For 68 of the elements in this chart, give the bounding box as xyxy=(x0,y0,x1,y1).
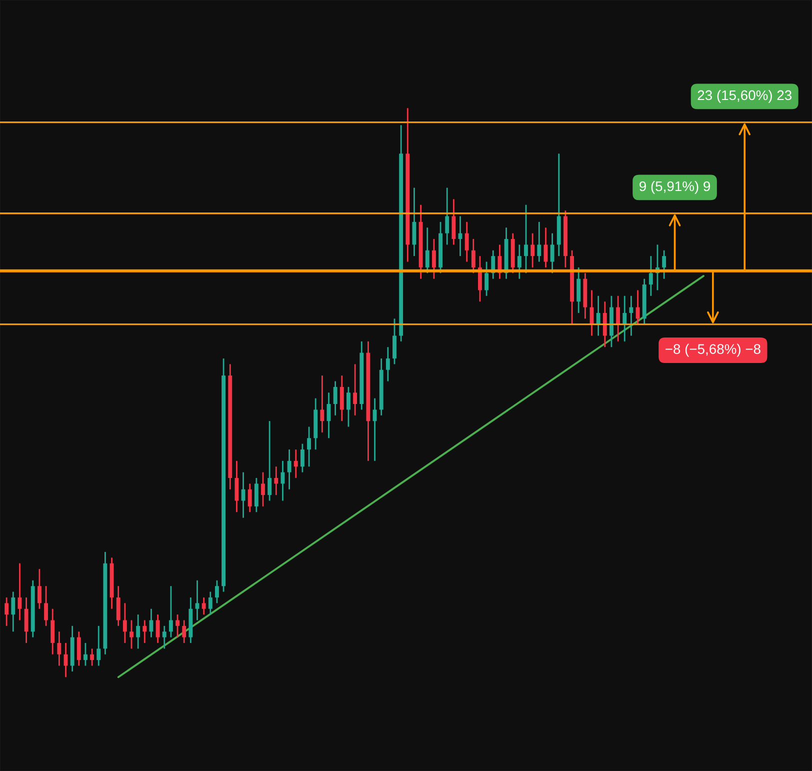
candlestick xyxy=(50,608,55,656)
candlestick xyxy=(484,261,489,297)
candlestick xyxy=(576,266,581,314)
candlestick xyxy=(142,620,147,644)
candlestick xyxy=(122,602,127,644)
candlestick xyxy=(596,295,600,336)
candlestick xyxy=(130,620,134,650)
candlestick xyxy=(202,596,206,616)
candlestick xyxy=(287,448,292,490)
candlestick xyxy=(84,642,88,666)
candlestick xyxy=(333,380,338,416)
candlestick xyxy=(208,591,212,616)
candlestick xyxy=(471,238,476,274)
candlestick xyxy=(116,585,120,627)
candlestick xyxy=(300,443,304,473)
candlestick xyxy=(648,255,653,297)
candlestick xyxy=(176,614,180,638)
candlestick xyxy=(294,448,298,479)
candlestick xyxy=(386,346,390,382)
candlestick xyxy=(182,620,186,644)
candlestick xyxy=(234,460,239,513)
annotation: 9 (5,91%) 9 xyxy=(640,180,710,194)
candlestick xyxy=(90,648,94,666)
candlestick xyxy=(96,625,101,666)
annotation: −8 (−5,68%) −8 xyxy=(666,344,760,357)
candlestick xyxy=(452,198,456,246)
candlestick xyxy=(280,460,285,502)
candlestick xyxy=(44,585,48,627)
annotation: 23 (15,60%) 23 xyxy=(698,90,792,103)
candlestick xyxy=(602,300,607,348)
candlestick xyxy=(622,295,627,342)
candlestick xyxy=(37,568,42,610)
candlestick xyxy=(425,226,430,274)
candlestick xyxy=(353,363,358,416)
candlestick xyxy=(412,187,416,257)
candlestick xyxy=(392,318,396,365)
candlestick xyxy=(168,585,173,638)
candlestick xyxy=(268,420,272,502)
candlestick xyxy=(524,204,528,274)
candlestick xyxy=(340,374,344,422)
candlestick xyxy=(254,477,258,513)
candlestick xyxy=(346,386,350,428)
candlestick xyxy=(544,226,548,268)
candlestick xyxy=(320,374,324,434)
candlestick xyxy=(156,614,160,644)
candlestick xyxy=(215,580,219,604)
candlestick xyxy=(616,295,620,342)
candlestick xyxy=(537,221,542,262)
candlestick xyxy=(24,596,28,644)
candlestick xyxy=(550,232,554,274)
candlestick xyxy=(445,187,450,246)
candlestick xyxy=(530,232,535,268)
candlestick xyxy=(162,625,166,650)
candlestick xyxy=(11,591,16,632)
candlestick xyxy=(195,580,200,621)
candlestick xyxy=(261,472,265,508)
candlestick xyxy=(57,630,62,666)
candlestick xyxy=(629,295,634,336)
candlestick xyxy=(464,221,469,262)
candlestick xyxy=(307,426,311,468)
candlestick xyxy=(76,630,81,666)
candlestick xyxy=(662,250,666,280)
candlestick xyxy=(432,238,436,280)
candlestick xyxy=(517,244,522,280)
candlestick xyxy=(248,482,252,513)
candlestick xyxy=(274,466,278,496)
candlestick xyxy=(136,614,140,650)
candlestick xyxy=(4,596,9,627)
